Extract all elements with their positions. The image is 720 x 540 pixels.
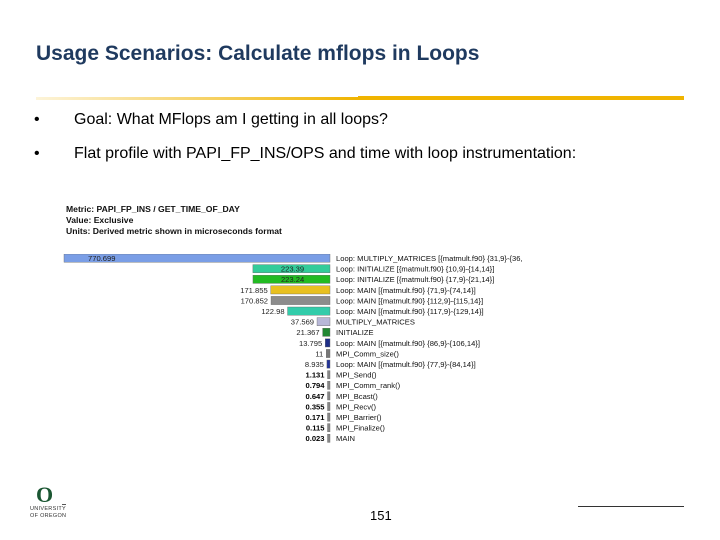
bullet-marker: • [34, 145, 40, 162]
bar-name-label: MAIN [336, 434, 355, 443]
bullet-text: Goal: What MFlops am I getting in all lo… [74, 111, 388, 128]
profile-bar [326, 359, 331, 369]
metric-line: Metric: PAPI_FP_INS / GET_TIME_OF_DAY [66, 204, 240, 214]
value-line: Value: Exclusive [66, 215, 134, 225]
bar-name-label: MPI_Comm_rank() [336, 381, 401, 390]
bar-value-label: 171.855 [240, 286, 267, 295]
page-number: 151 [370, 508, 392, 523]
bar-value-label: 122.98 [261, 307, 284, 316]
bar-value-label: 223.39 [281, 265, 304, 274]
bar-name-label: MPI_Bcast() [336, 392, 378, 401]
university-logo: O UNIVERSITY OF OREGON [30, 484, 72, 519]
footer-dash [62, 504, 66, 505]
logo-line1: UNIVERSITY [30, 506, 67, 512]
slide-title: Usage Scenarios: Calculate mflops in Loo… [36, 42, 480, 65]
bullet-text: Flat profile with PAPI_FP_INS/OPS and ti… [74, 145, 577, 162]
bar-name-label: MPI_Finalize() [336, 424, 385, 433]
bar-name-label: MPI_Send() [336, 371, 377, 380]
profile-bar [252, 264, 331, 274]
bar-name-label: Loop: INITIALIZE [{matmult.f90} {17,9}-{… [336, 275, 494, 284]
title-underline [358, 96, 684, 100]
profile-bar [270, 296, 331, 305]
profile-bar [327, 370, 331, 379]
profile-bar [63, 254, 331, 263]
bar-name-label: MPI_Recv() [336, 402, 377, 411]
bar-name-label: Loop: MAIN [{matmult.f90} {86,9}-{106,14… [336, 339, 480, 348]
bar-name-label: MPI_Barrier() [336, 413, 382, 422]
bullet-item: • Flat profile with PAPI_FP_INS/OPS and t… [34, 145, 576, 163]
bar-name-label: Loop: MAIN [{matmult.f90} {77,9}-{84,14}… [336, 360, 476, 369]
bar-value-label: 8.935 [305, 360, 324, 369]
bar-name-label: MPI_Comm_size() [336, 349, 399, 358]
bullet-item: • Goal: What MFlops am I getting in all l… [34, 111, 388, 129]
bar-name-label: Loop: MAIN [{matmult.f90} {71,9}-{74,14}… [336, 286, 476, 295]
bar-value-label: 0.647 [305, 392, 324, 401]
logo-line2: OF OREGON [30, 512, 67, 519]
profile-bar [287, 306, 331, 316]
profile-bar [316, 317, 331, 326]
profile-bar [327, 412, 331, 422]
bar-value-label: 0.355 [305, 402, 325, 411]
bar-value-label: 0.171 [305, 413, 325, 422]
bar-value-label: 21.367 [296, 328, 319, 337]
profile-bar [252, 275, 331, 284]
bar-value-label: 37.569 [291, 318, 314, 327]
profile-header: Metric: PAPI_FP_INS / GET_TIME_OF_DAY Va… [66, 204, 282, 237]
profile-bar [270, 285, 331, 295]
bar-value-label: 770.699 [88, 254, 115, 263]
profile-bar [326, 349, 331, 358]
logo-letter: O [36, 482, 54, 507]
profile-bar [327, 380, 331, 390]
bullet-marker: • [34, 111, 40, 128]
bar-name-label: Loop: MAIN [{matmult.f90} {117,9}-{129,1… [336, 307, 484, 316]
profile-bar [327, 402, 331, 411]
bar-value-label: 223.24 [281, 275, 304, 284]
title-underline-fade [36, 97, 358, 100]
bar-value-label: 11 [315, 349, 323, 358]
flat-profile-chart: 770.699 Loop: MULTIPLY_MATRICES [{matmult… [63, 254, 522, 443]
bar-name-label: Loop: MULTIPLY_MATRICES [{matmult.f90} {… [336, 254, 522, 263]
bar-value-label: 1.131 [305, 371, 325, 380]
profile-bar [325, 338, 331, 348]
units-line: Units: Derived metric shown in microseco… [66, 226, 282, 236]
bar-value-label: 0.115 [306, 424, 325, 433]
bar-name-label: Loop: INITIALIZE [{matmult.f90} {10,9}-{… [336, 265, 494, 274]
profile-bar [322, 327, 331, 337]
profile-bar [327, 433, 331, 443]
bar-name-label: Loop: MAIN [{matmult.f90} {112,9}-{115,1… [336, 296, 483, 305]
bar-value-label: 0.023 [305, 434, 324, 443]
bar-value-label: 170.852 [241, 296, 268, 305]
bar-name-label: MULTIPLY_MATRICES [336, 318, 415, 327]
profile-bar [327, 391, 331, 401]
bar-name-label: INITIALIZE [336, 328, 374, 337]
footer-rule [578, 506, 684, 507]
bar-value-label: 13.795 [299, 339, 322, 348]
bar-value-label: 0.794 [305, 381, 325, 390]
profile-bar [327, 423, 331, 433]
